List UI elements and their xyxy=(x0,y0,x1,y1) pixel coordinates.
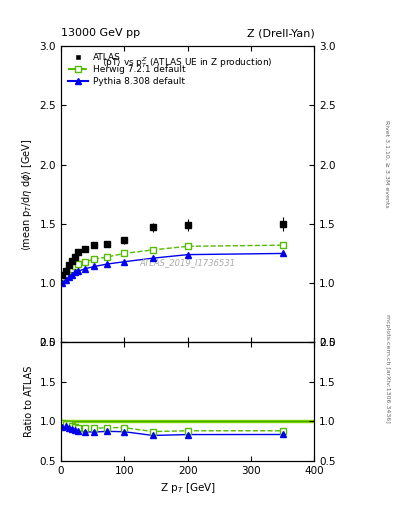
Text: Rivet 3.1.10, ≥ 3.3M events: Rivet 3.1.10, ≥ 3.3M events xyxy=(385,120,389,208)
Legend: ATLAS, Herwig 7.2.1 default, Pythia 8.308 default: ATLAS, Herwig 7.2.1 default, Pythia 8.30… xyxy=(65,51,188,89)
Y-axis label: Ratio to ATLAS: Ratio to ATLAS xyxy=(24,366,34,437)
X-axis label: Z p$_T$ [GeV]: Z p$_T$ [GeV] xyxy=(160,481,216,495)
Text: 13000 GeV pp: 13000 GeV pp xyxy=(61,28,140,38)
Y-axis label: $\langle$mean p$_T$/d$\eta$ d$\phi\rangle$ [GeV]: $\langle$mean p$_T$/d$\eta$ d$\phi\rangl… xyxy=(20,138,34,250)
Text: mcplots.cern.ch [arXiv:1306.3436]: mcplots.cern.ch [arXiv:1306.3436] xyxy=(385,314,389,423)
Text: Z (Drell-Yan): Z (Drell-Yan) xyxy=(247,28,314,38)
Text: $\langle$pT$\rangle$ vs p$_T^Z$ (ATLAS UE in Z production): $\langle$pT$\rangle$ vs p$_T^Z$ (ATLAS U… xyxy=(102,55,273,70)
Text: ATLAS_2019_I1736531: ATLAS_2019_I1736531 xyxy=(140,258,236,267)
